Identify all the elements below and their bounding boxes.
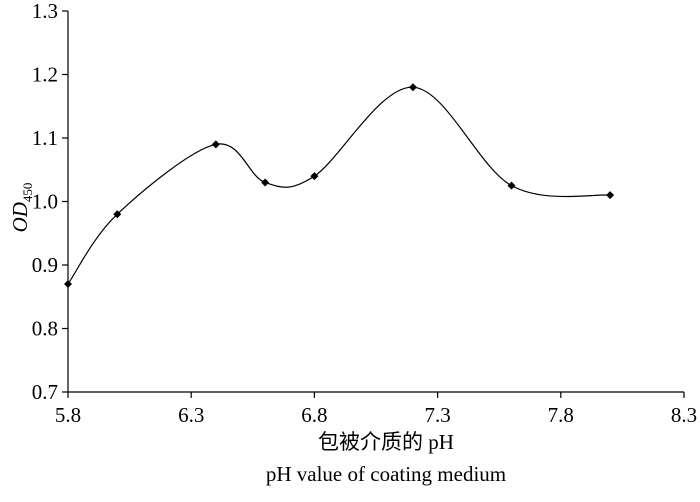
x-tick-label: 6.8 <box>301 403 327 427</box>
y-tick-label: 1.0 <box>32 190 58 214</box>
data-point-marker <box>606 191 615 200</box>
y-tick-label: 1.2 <box>32 63 58 87</box>
x-tick-label: 8.3 <box>671 403 697 427</box>
data-point-marker <box>310 172 319 181</box>
x-axis-label-chinese: 包被介质的 pH <box>318 430 454 454</box>
series-line <box>67 86 611 285</box>
y-axis-label: OD450 <box>8 183 35 233</box>
x-tick-label: 7.3 <box>424 403 450 427</box>
x-tick-label: 5.8 <box>55 403 81 427</box>
x-tick-label: 6.3 <box>178 403 204 427</box>
data-point-marker <box>408 83 417 92</box>
data-point-marker <box>261 178 270 187</box>
series <box>64 83 615 289</box>
x-tick-label: 7.8 <box>548 403 574 427</box>
ticks: 5.8 6.3 6.8 7.3 7.8 8.3 0.7 0.8 0.9 1.0 1.1 1.2 1.3 <box>32 0 697 427</box>
y-tick-label: 0.8 <box>32 317 58 341</box>
data-point-marker <box>507 181 516 190</box>
labels: 包被介质的 pH pH value of coating medium OD450 <box>8 183 506 486</box>
data-point-marker <box>113 210 122 219</box>
y-tick-label: 0.7 <box>32 380 58 404</box>
y-axis-label-subscript: 450 <box>20 183 35 203</box>
axes <box>67 11 684 393</box>
y-tick-label: 0.9 <box>32 253 58 277</box>
x-axis-label-english: pH value of coating medium <box>266 462 506 486</box>
data-point-marker <box>211 140 220 149</box>
y-tick-label: 1.3 <box>32 0 58 23</box>
data-point-marker <box>64 280 72 289</box>
y-axis-label-main: OD <box>8 202 32 232</box>
y-tick-label: 1.1 <box>32 126 58 150</box>
